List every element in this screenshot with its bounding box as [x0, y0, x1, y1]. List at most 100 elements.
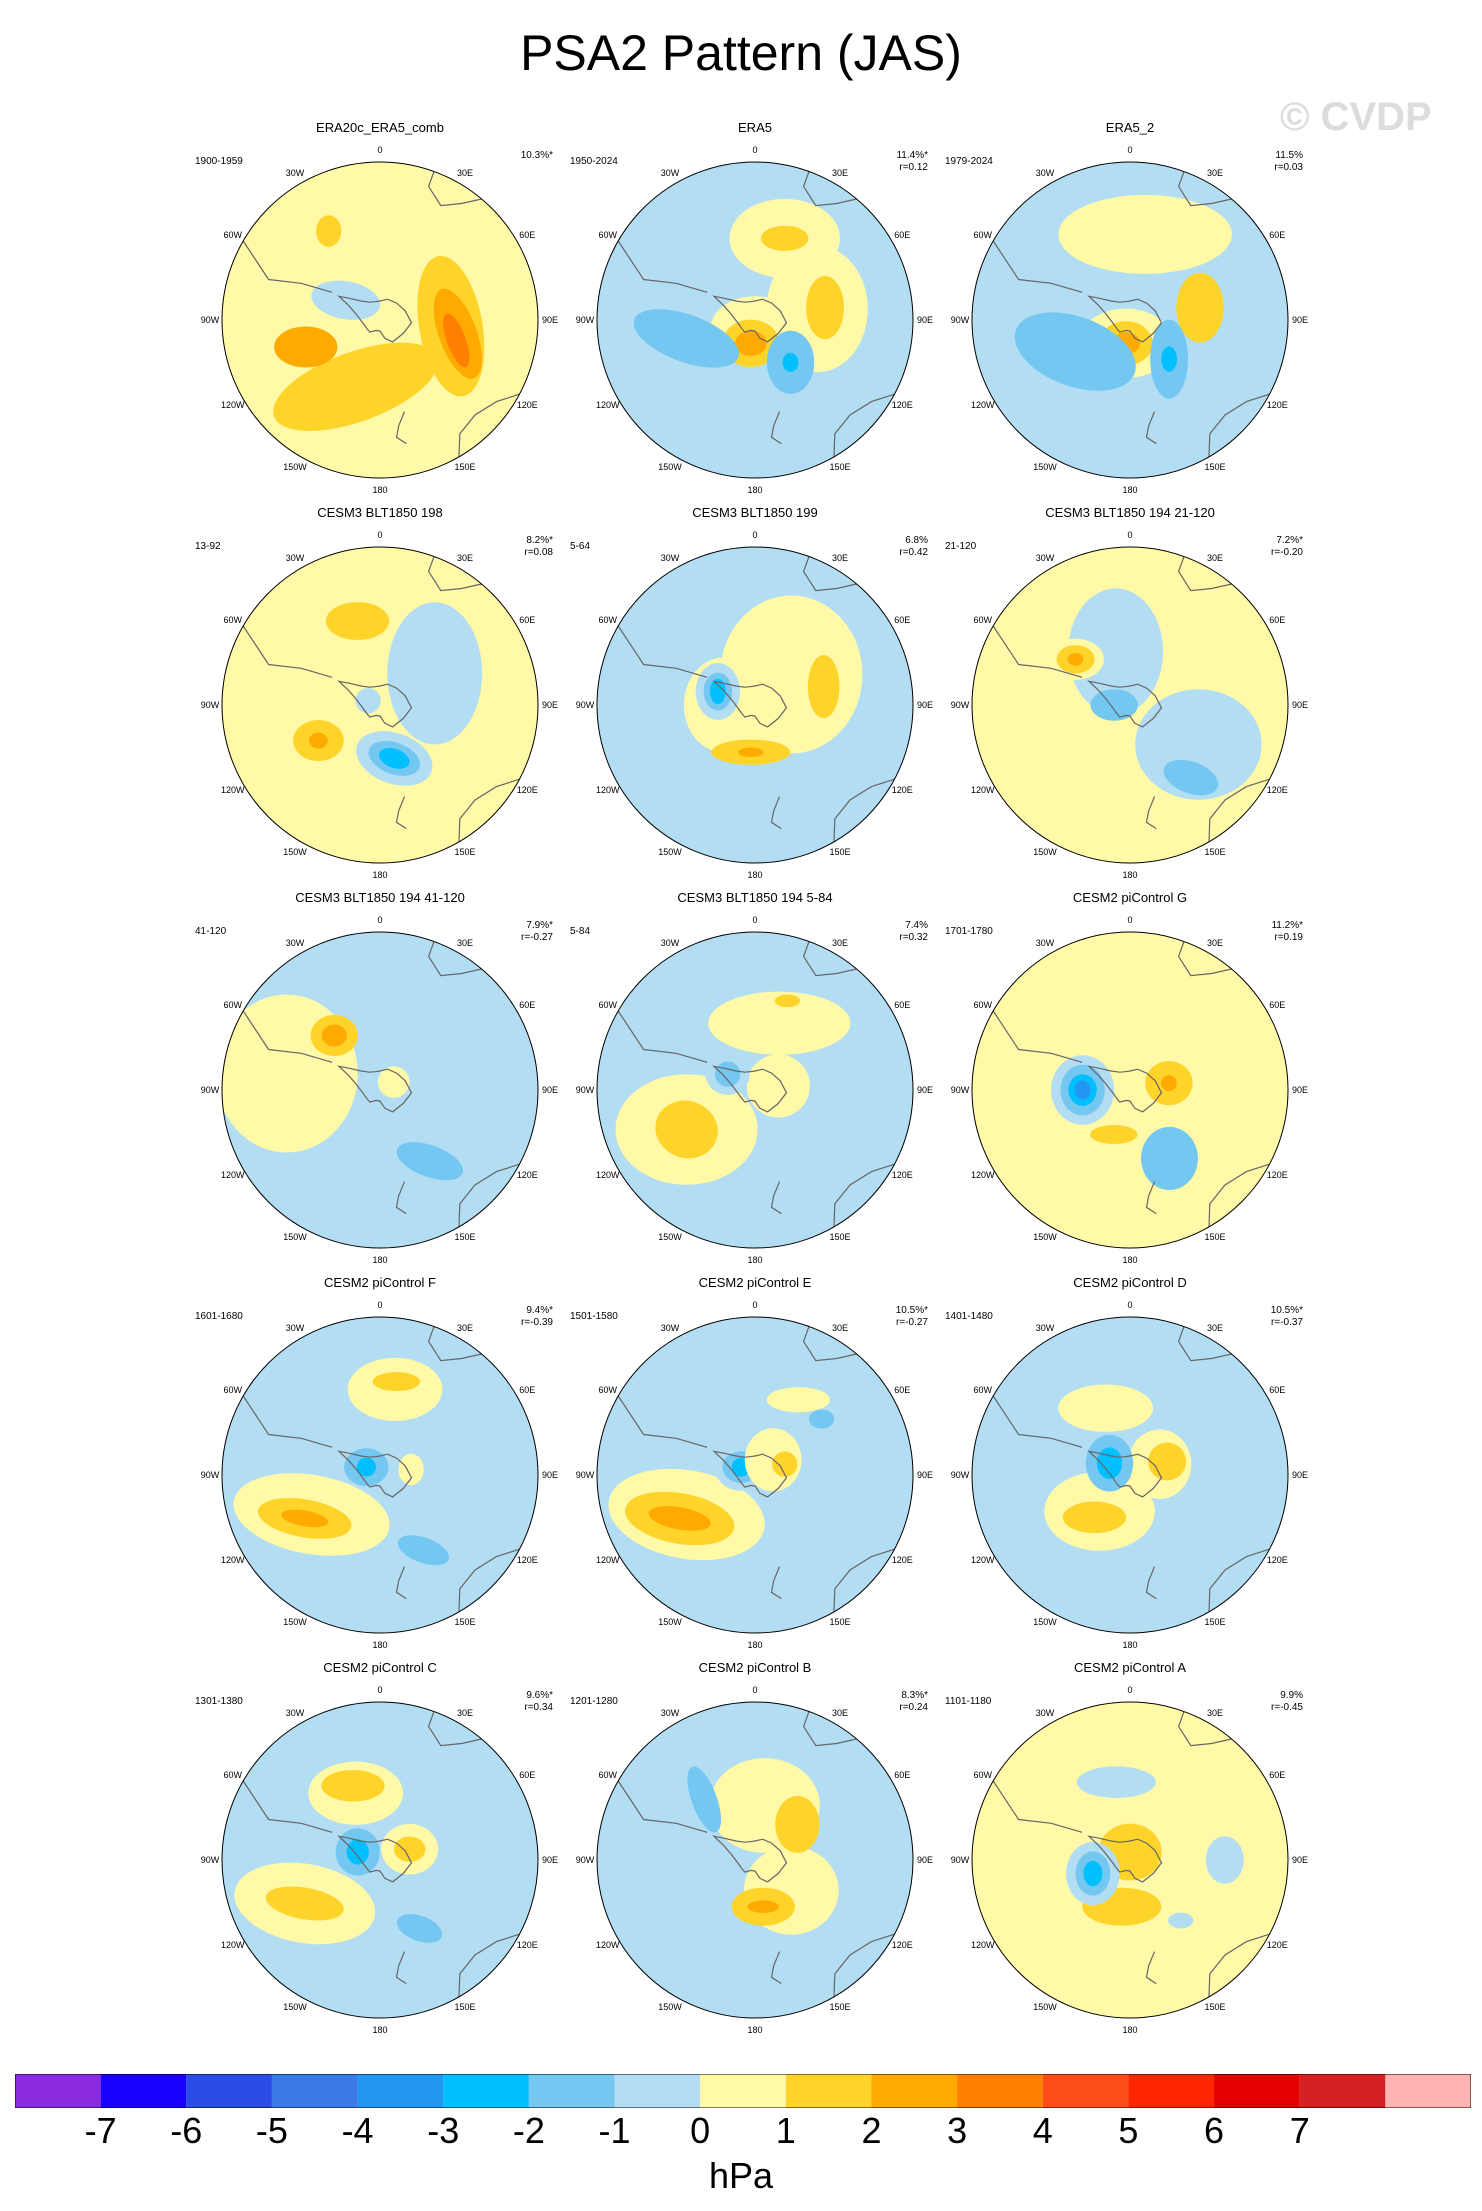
- polar-map: 0 30E 60E 90E 120E 150E 180 150W 120W 90W 60W 30W: [576, 145, 933, 495]
- anomaly-contour: [808, 1409, 835, 1429]
- longitude-label: 180: [747, 1640, 762, 1650]
- anomaly-contour: [1014, 312, 1136, 391]
- africa-coastline: [802, 171, 857, 207]
- africa-coastline: [1177, 1711, 1232, 1747]
- longitude-label: 30E: [832, 168, 848, 178]
- anomaly-contour: [746, 1054, 810, 1118]
- longitude-label: 30E: [832, 553, 848, 563]
- variance-pct: 9.6%*: [526, 1690, 553, 1701]
- longitude-label: 60E: [519, 230, 535, 240]
- longitude-label: 30E: [832, 1323, 848, 1333]
- australia-coastline: [1208, 1933, 1270, 1997]
- panel-variance: 11.5% r=0.03: [1203, 150, 1303, 174]
- pattern-correlation: r=-0.37: [1271, 1317, 1303, 1328]
- new-zealand-coastline: [770, 411, 782, 445]
- anomaly-contour: [766, 1387, 831, 1413]
- antarctica-coastline: [712, 680, 788, 728]
- map-panel: CESM3 BLT1850 198 13-92 8.2%* r=0.08 0 30E 60E…: [195, 505, 558, 905]
- panel-years: 5-64: [570, 541, 591, 552]
- longitude-label: 30W: [1036, 938, 1055, 948]
- anomaly-contour: [747, 1900, 780, 1913]
- australia-coastline: [833, 1548, 895, 1612]
- colorbar-tick-label: -6: [170, 2110, 203, 2151]
- longitude-label: 180: [372, 485, 387, 495]
- australia-coastline: [1208, 393, 1270, 457]
- anomaly-contour: [321, 1769, 385, 1802]
- australia-coastline: [458, 1548, 520, 1612]
- longitude-label: 90W: [951, 1855, 970, 1865]
- longitude-label: 120E: [892, 785, 913, 795]
- colorbar-bin: [528, 2074, 615, 2108]
- longitude-label: 180: [747, 1255, 762, 1265]
- anomaly-contour: [633, 309, 739, 368]
- panel-variance: 6.8% r=0.42: [828, 535, 928, 559]
- anomaly-contour: [1163, 759, 1219, 796]
- longitude-label: 150E: [829, 462, 850, 472]
- colorbar-tick-label: -3: [427, 2110, 460, 2151]
- new-zealand-coastline: [1145, 1181, 1157, 1215]
- variance-pct: 7.2%*: [1276, 535, 1303, 546]
- panel-years: 5-84: [570, 926, 591, 937]
- africa-coastline: [802, 556, 857, 592]
- longitude-label: 180: [372, 1640, 387, 1650]
- south-america-coastline: [617, 1010, 708, 1063]
- variance-pct: 7.9%*: [526, 920, 553, 931]
- longitude-label: 30E: [1207, 938, 1223, 948]
- anomaly-contour: [782, 352, 799, 372]
- map-panel: CESM2 piControl E 1501-1580 10.5%* r=-0.27 0…: [570, 1275, 933, 1675]
- map-panel: ERA5 1950-2024 11.4%* r=0.12 0 30E 60E 90E 120E 1…: [570, 120, 933, 520]
- longitude-label: 0: [752, 530, 757, 540]
- australia-coastline: [833, 1163, 895, 1227]
- antarctica-coastline: [1087, 680, 1163, 728]
- panel-years: 1101-1180: [945, 1696, 992, 1707]
- map-border: [596, 1316, 914, 1634]
- australia-coastline: [458, 778, 520, 842]
- longitude-label: 120E: [1267, 400, 1288, 410]
- colorbar-bin: [15, 2074, 101, 2108]
- colorbar-bin: [443, 2074, 529, 2108]
- polar-map: 0 30E 60E 90E 120E 150E 180 150W 120W 90W 60W 30W: [951, 1685, 1308, 2035]
- longitude-label: 0: [377, 145, 382, 155]
- longitude-label: 60E: [894, 230, 910, 240]
- polar-map: 0 30E 60E 90E 120E 150E 180 150W 120W 90W 60W 30W: [201, 1300, 558, 1650]
- longitude-label: 150W: [283, 1617, 307, 1627]
- longitude-label: 0: [1127, 530, 1132, 540]
- variance-pct: 10.3%*: [520, 150, 553, 161]
- longitude-label: 60E: [894, 1000, 910, 1010]
- colorbar-bin: [1214, 2074, 1300, 2108]
- map-border: [221, 161, 539, 479]
- polar-map: 0 30E 60E 90E 120E 150E 180 150W 120W 90W 60W 30W: [576, 1300, 933, 1650]
- anomaly-contour: [775, 1796, 820, 1853]
- longitude-label: 150E: [454, 2002, 475, 2012]
- australia-coastline: [1208, 1163, 1270, 1227]
- polar-map: 0 30E 60E 90E 120E 150E 180 150W 120W 90W 60W 30W: [951, 530, 1308, 880]
- panel-years: 1900-1959: [195, 156, 243, 167]
- longitude-label: 120W: [971, 400, 995, 410]
- longitude-label: 120E: [1267, 785, 1288, 795]
- longitude-label: 30E: [1207, 553, 1223, 563]
- map-background: [222, 1702, 538, 2018]
- longitude-label: 90W: [576, 315, 595, 325]
- pattern-correlation: r=-0.39: [521, 1317, 553, 1328]
- anomaly-contour: [1148, 1442, 1187, 1481]
- longitude-label: 30W: [1036, 168, 1055, 178]
- longitude-label: 30W: [661, 938, 680, 948]
- anomaly-contour: [308, 732, 328, 749]
- colorbar-tick-label: 1: [775, 2110, 796, 2151]
- map-panel: CESM2 piControl C 1301-1380 9.6%* r=0.34 0 30…: [195, 1660, 558, 2060]
- pattern-correlation: r=0.32: [899, 932, 928, 943]
- new-zealand-coastline: [1145, 1951, 1157, 1985]
- longitude-label: 30W: [1036, 553, 1055, 563]
- new-zealand-coastline: [770, 1951, 782, 1985]
- map-panel: ERA5_2 1979-2024 11.5% r=0.03 0 30E 60E 90E 120E…: [945, 120, 1308, 520]
- map-background: [597, 1702, 913, 2018]
- anomaly-contour: [761, 225, 809, 251]
- longitude-label: 150W: [283, 847, 307, 857]
- antarctica-coastline: [712, 1450, 788, 1498]
- longitude-label: 30W: [1036, 1323, 1055, 1333]
- panel-years: 21-120: [945, 541, 977, 552]
- longitude-label: 90W: [201, 1470, 220, 1480]
- anomaly-contour: [774, 994, 801, 1008]
- colorbar-tick-label: 6: [1204, 2110, 1225, 2151]
- longitude-label: 0: [377, 530, 382, 540]
